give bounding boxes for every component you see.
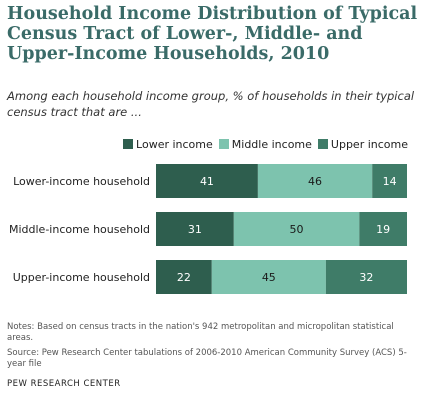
bar-value-label: 41	[200, 175, 214, 188]
chart-source: Source: Pew Research Center tabulations …	[7, 348, 407, 369]
category-label: Upper-income household	[13, 271, 150, 284]
legend-label-upper: Upper income	[330, 137, 408, 151]
bar-value-label: 19	[376, 223, 390, 236]
brand-label: PEW RESEARCH CENTER	[7, 379, 121, 389]
bar-value-label: 50	[290, 223, 304, 236]
legend-label-lower: Lower income	[136, 137, 213, 151]
category-label: Middle-income household	[9, 223, 150, 236]
legend-swatch-lower	[123, 139, 134, 149]
category-label: Lower-income household	[13, 175, 150, 188]
bar-segment	[359, 212, 407, 246]
legend-label-middle: Middle income	[231, 137, 312, 151]
legend-item-upper: Upper income	[317, 137, 408, 151]
legend-swatch-upper	[317, 139, 328, 149]
bar-segment	[372, 164, 407, 198]
bar-segment	[156, 212, 234, 246]
legend-swatch-middle	[218, 139, 229, 149]
bar-segment	[211, 260, 326, 294]
bar-segment	[156, 260, 212, 294]
stacked-bar-chart: Lower-income household 41 46 14 Middle-incom…	[9, 164, 407, 294]
bar-segment	[156, 164, 258, 198]
bar-value-label: 22	[177, 271, 191, 284]
legend-item-lower: Lower income	[123, 138, 213, 151]
bar-segment	[257, 164, 373, 198]
bar-value-label: 32	[359, 271, 373, 284]
bar-value-label: 45	[262, 271, 276, 284]
bar-value-label: 31	[188, 223, 202, 236]
legend: Lower income Middle income Upper income	[0, 135, 408, 153]
bar-value-label: 14	[383, 175, 397, 188]
bar-segment	[233, 212, 360, 246]
bar-value-label: 46	[308, 175, 322, 188]
chart-subtitle: Among each household income group, % of …	[7, 89, 415, 119]
legend-item-middle: Middle income	[218, 137, 312, 151]
chart-title: Household Income Distribution of Typical…	[7, 4, 418, 64]
chart-notes: Notes: Based on census tracts in the nat…	[7, 322, 394, 343]
bar-segment	[325, 260, 407, 294]
